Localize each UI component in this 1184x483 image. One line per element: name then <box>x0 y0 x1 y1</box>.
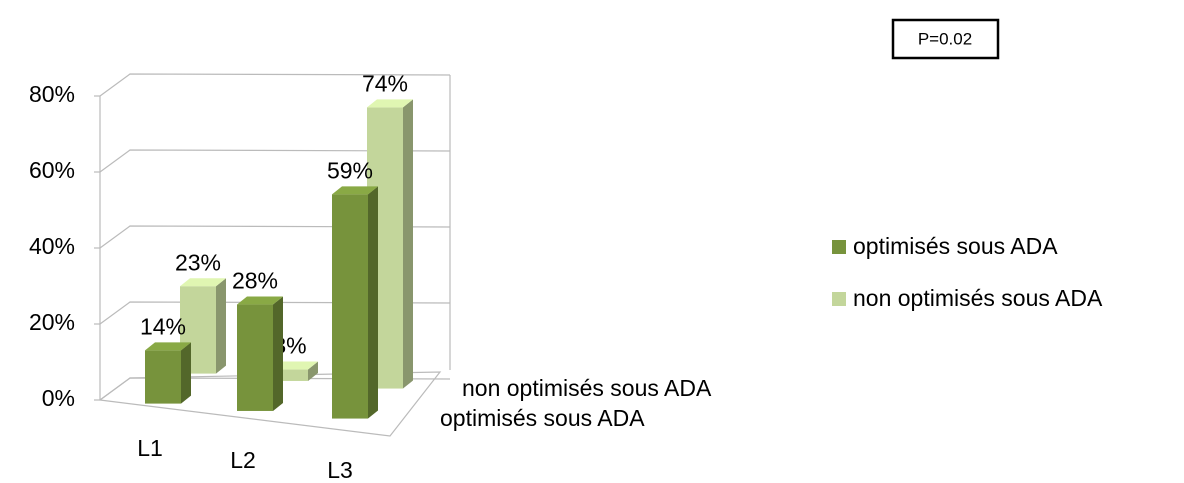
legend-swatch <box>832 240 846 254</box>
annotation: P=0.02 <box>918 29 972 48</box>
bar-top <box>180 278 226 287</box>
x-tick-label: L2 <box>230 447 256 473</box>
bar-side <box>368 186 378 419</box>
annotation-box <box>891 18 1000 60</box>
data-label: 28% <box>232 268 278 294</box>
y-tick-label: 80% <box>29 81 75 107</box>
bar-side <box>308 361 318 381</box>
depth-label: non optimisés sous ADA <box>462 375 712 401</box>
bar <box>332 194 368 419</box>
bar-top <box>145 342 191 351</box>
bar-side <box>403 99 413 389</box>
legend-label: non optimisés sous ADA <box>853 285 1103 311</box>
bar <box>237 304 273 411</box>
depth-label: optimisés sous ADA <box>440 405 645 431</box>
data-label: 14% <box>140 313 186 339</box>
legend-label: optimisés sous ADA <box>853 233 1058 259</box>
bar-top <box>272 361 318 370</box>
bar <box>145 350 181 404</box>
y-tick-label: 60% <box>29 157 75 183</box>
bar-side <box>181 342 191 404</box>
legend-swatch <box>832 292 846 306</box>
bar <box>272 369 308 381</box>
data-label: 23% <box>175 249 221 275</box>
y-tick-label: 40% <box>29 233 75 259</box>
bar-top <box>332 186 378 195</box>
grid-line <box>99 149 451 173</box>
data-label: 59% <box>327 157 373 183</box>
bar-top <box>237 296 283 305</box>
bar-side <box>216 278 226 374</box>
grid-line <box>99 73 451 97</box>
y-tick-label: 20% <box>29 309 75 335</box>
bar-top <box>367 99 413 108</box>
x-tick-label: L1 <box>137 435 163 461</box>
y-tick-label: 0% <box>42 385 75 411</box>
data-label: 74% <box>362 70 408 96</box>
bar-side <box>273 296 283 411</box>
x-tick-label: L3 <box>327 457 353 483</box>
